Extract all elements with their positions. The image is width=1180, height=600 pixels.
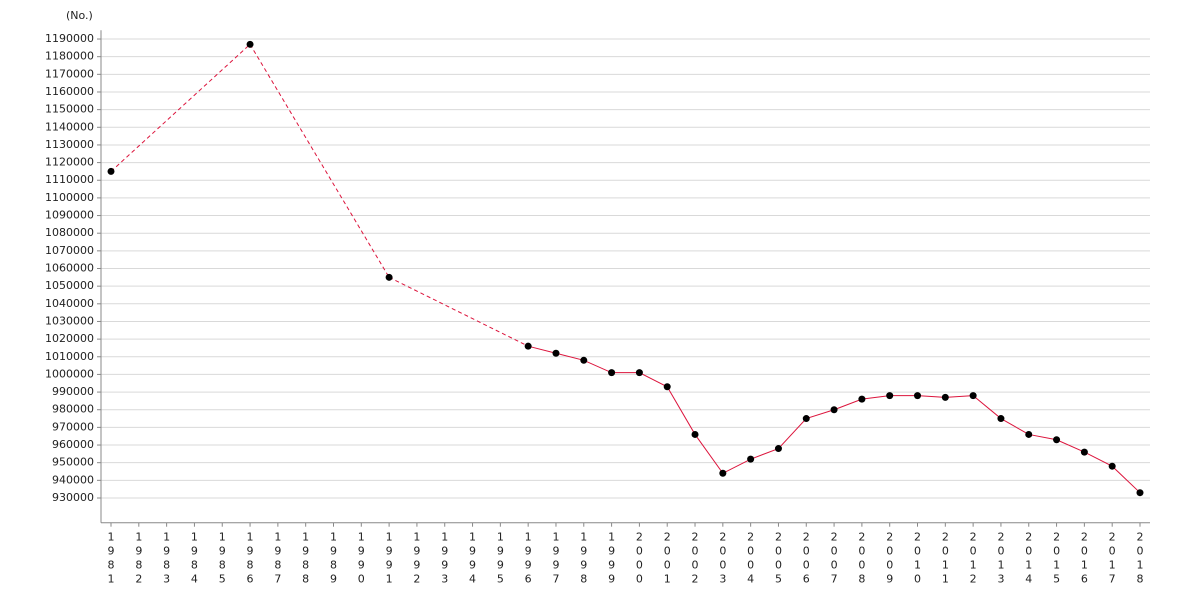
y-tick-label: 980000 bbox=[52, 403, 94, 416]
y-tick-label: 1190000 bbox=[45, 32, 94, 45]
y-tick-label: 970000 bbox=[52, 420, 94, 433]
x-tick-label: 2008 bbox=[855, 531, 868, 587]
marker bbox=[774, 445, 782, 453]
y-tick-label: 1120000 bbox=[45, 156, 94, 169]
y-tick-label: 1000000 bbox=[45, 367, 94, 380]
x-tick-label: 1992 bbox=[410, 531, 423, 587]
x-tick-label: 2017 bbox=[1106, 531, 1119, 587]
x-tick-label: 1994 bbox=[466, 531, 479, 587]
y-tick-label: 1020000 bbox=[45, 332, 94, 345]
x-tick-label: 1988 bbox=[299, 531, 312, 587]
y-tick-label: 1050000 bbox=[45, 279, 94, 292]
marker bbox=[635, 369, 643, 377]
marker bbox=[385, 273, 393, 281]
y-tick-label: 1070000 bbox=[45, 244, 94, 257]
x-tick-label: 1995 bbox=[494, 531, 507, 587]
x-tick-label: 2006 bbox=[800, 531, 813, 587]
marker bbox=[997, 415, 1005, 423]
x-tick-label: 2012 bbox=[967, 531, 980, 587]
marker bbox=[580, 356, 588, 364]
y-tick-label: 990000 bbox=[52, 385, 94, 398]
marker bbox=[719, 469, 727, 477]
gap-connector bbox=[110, 43, 251, 172]
y-tick-label: 1140000 bbox=[45, 120, 94, 133]
x-tick-label: 1982 bbox=[132, 531, 145, 587]
gap-connector bbox=[249, 44, 390, 278]
x-tick-label: 1990 bbox=[355, 531, 368, 587]
x-tick-label: 1993 bbox=[438, 531, 451, 587]
x-tick-label: 1987 bbox=[271, 531, 284, 587]
x-tick-label: 1989 bbox=[327, 531, 340, 587]
y-tick-label: 1080000 bbox=[45, 226, 94, 239]
marker bbox=[107, 167, 115, 175]
marker bbox=[858, 395, 866, 403]
marker bbox=[608, 369, 616, 377]
x-tick-label: 1991 bbox=[383, 531, 396, 587]
x-tick-label: 2004 bbox=[744, 531, 757, 587]
marker bbox=[552, 349, 560, 357]
x-tick-label: 2016 bbox=[1078, 531, 1091, 587]
x-tick-label: 2003 bbox=[716, 531, 729, 587]
marker bbox=[914, 392, 922, 400]
x-tick-label: 2013 bbox=[994, 531, 1007, 587]
x-tick-label: 1996 bbox=[522, 531, 535, 587]
x-tick-label: 1985 bbox=[216, 531, 229, 587]
x-tick-label: 1981 bbox=[105, 531, 118, 587]
x-tick-label: 2002 bbox=[689, 531, 702, 587]
x-tick-label: 2015 bbox=[1050, 531, 1063, 587]
x-tick-label: 2000 bbox=[633, 531, 646, 587]
gap-connector bbox=[388, 276, 529, 347]
y-tick-label: 940000 bbox=[52, 473, 94, 486]
y-tick-label: 1110000 bbox=[45, 173, 94, 186]
marker bbox=[691, 430, 699, 438]
x-tick-label: 1998 bbox=[577, 531, 590, 587]
x-tick-label: 2009 bbox=[883, 531, 896, 587]
y-tick-label: 1010000 bbox=[45, 350, 94, 363]
marker bbox=[886, 392, 894, 400]
marker bbox=[524, 342, 532, 350]
marker bbox=[1080, 448, 1088, 456]
marker bbox=[1136, 489, 1144, 497]
x-tick-label: 2014 bbox=[1022, 531, 1035, 587]
y-tick-label: 930000 bbox=[52, 491, 94, 504]
x-tick-label: 2010 bbox=[911, 531, 924, 587]
marker bbox=[1108, 462, 1116, 470]
y-tick-label: 1170000 bbox=[45, 67, 94, 80]
marker bbox=[802, 415, 810, 423]
x-tick-label: 2001 bbox=[661, 531, 674, 587]
y-tick-label: 1040000 bbox=[45, 297, 94, 310]
y-tick-label: 1060000 bbox=[45, 262, 94, 275]
marker bbox=[830, 406, 838, 414]
x-tick-label: 1999 bbox=[605, 531, 618, 587]
x-tick-label: 1984 bbox=[188, 531, 201, 587]
x-tick-label: 2011 bbox=[939, 531, 952, 587]
marker bbox=[969, 392, 977, 400]
x-tick-label: 1997 bbox=[549, 531, 562, 587]
marker bbox=[246, 40, 254, 48]
y-tick-label: 1030000 bbox=[45, 314, 94, 327]
y-tick-label: 1160000 bbox=[45, 85, 94, 98]
marker bbox=[1053, 436, 1061, 444]
x-tick-label: 2007 bbox=[828, 531, 841, 587]
y-tick-label: 950000 bbox=[52, 456, 94, 469]
y-tick-label: 1100000 bbox=[45, 191, 94, 204]
y-axis-label: (No.) bbox=[66, 9, 93, 22]
y-tick-label: 1130000 bbox=[45, 138, 94, 151]
y-tick-label: 1090000 bbox=[45, 209, 94, 222]
marker bbox=[663, 383, 671, 391]
x-tick-label: 2005 bbox=[772, 531, 785, 587]
y-tick-label: 960000 bbox=[52, 438, 94, 451]
x-tick-label: 1983 bbox=[160, 531, 173, 587]
x-tick-label: 1986 bbox=[244, 531, 257, 587]
y-tick-label: 1180000 bbox=[45, 50, 94, 63]
x-tick-label: 2018 bbox=[1133, 531, 1146, 587]
marker bbox=[1025, 430, 1033, 438]
marker bbox=[747, 455, 755, 463]
y-tick-label: 1150000 bbox=[45, 103, 94, 116]
marker bbox=[941, 393, 949, 401]
line bbox=[528, 345, 1141, 494]
